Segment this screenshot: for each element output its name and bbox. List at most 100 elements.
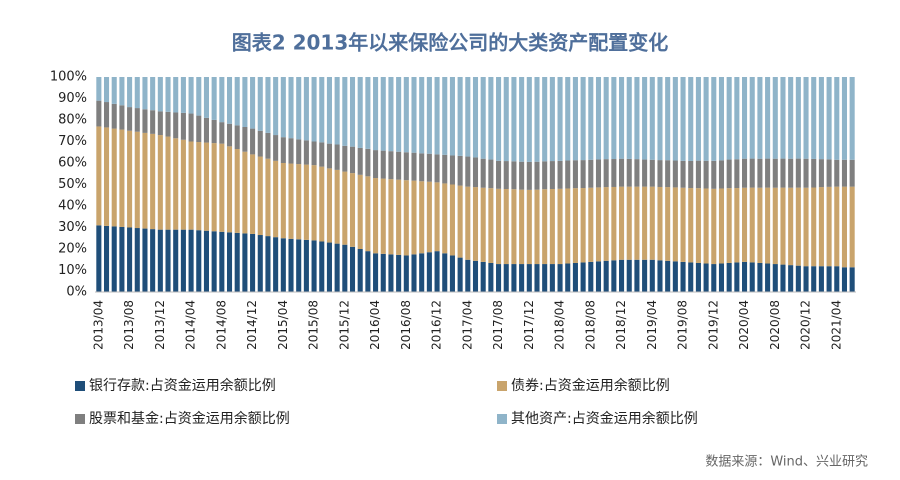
bar-segment [841,186,848,268]
bar-segment [749,262,755,292]
bar-segment [449,155,455,185]
legend-label: 债券:占资金运用余额比例 [511,377,670,394]
bar-segment [226,123,233,147]
bar-segment [257,130,263,157]
bar-segment [150,133,156,230]
bar-segment [150,77,156,111]
bar-segment [449,255,455,292]
bar-segment [257,156,263,236]
bar-segment [557,77,563,161]
bar-segment [795,187,801,266]
bar-segment [396,77,402,152]
bar-segment [265,77,271,133]
bar-segment [303,140,309,165]
bar-segment [480,261,486,292]
bar-segment [488,159,494,189]
bar-segment [380,77,386,151]
bar-segment [365,148,371,177]
bar-segment [595,187,602,262]
bar-segment [472,260,479,292]
bar-segment [357,174,363,249]
bar-segment [526,264,532,292]
bar-segment [634,77,640,160]
bar-segment [234,77,240,126]
bar-segment [134,77,140,109]
bar-segment [234,149,240,233]
bar-segment [388,151,394,180]
bar-segment [603,260,609,292]
bar-segment [657,77,663,161]
bar-segment [273,77,279,136]
bar-segment [342,244,348,292]
bar-segment [419,181,425,254]
bar-segment [449,184,455,256]
x-tick-label: 2019/12 [706,300,720,350]
bar-segment [365,176,371,252]
bar-segment [749,77,755,159]
bar-segment [280,137,286,163]
bar-segment [826,186,832,267]
bar-segment [557,160,563,189]
bar-segment [273,135,279,161]
bar-segment [511,264,517,292]
bar-segment [795,77,801,159]
bar-segment [180,112,186,140]
bar-segment [503,77,509,162]
bar-segment [411,180,417,255]
bar-segment [503,264,509,292]
bar-segment [680,77,686,161]
bar-segment [373,253,379,292]
bar-segment [319,241,325,292]
bar-segment [311,77,317,142]
bar-segment [226,146,233,233]
bar-segment [757,77,763,159]
bar-segment [496,264,502,292]
x-tick-label: 2021/04 [829,300,843,350]
bar-segment [818,159,824,188]
bar-segment [611,186,617,261]
x-tick-label: 2013/08 [122,300,136,350]
bar-segment [226,232,233,292]
bar-segment [226,77,233,124]
bar-segment [519,189,525,265]
bar-segment [142,77,148,110]
bar-segment [365,251,371,292]
bar-segment [157,77,163,112]
bar-segment [173,138,179,230]
bar-segment [173,229,179,292]
bar-segment [572,77,578,161]
bar-segment [419,253,425,292]
bar-segment [565,77,571,161]
bar-segment [388,254,394,292]
bar-segment [695,262,701,292]
bar-segment [649,159,655,187]
x-tick-label: 2017/04 [460,300,474,350]
bar-segment [180,77,186,113]
bar-segment [665,160,671,188]
bar-segment [557,188,563,265]
bar-segment [496,188,502,265]
bar-segment [780,158,786,188]
bar-segment [657,160,663,187]
bar-segment [803,77,809,159]
bar-segment [165,111,171,137]
bar-segment [549,189,555,265]
bar-segment [826,159,832,187]
bar-segment [657,186,663,261]
bar-segment [465,77,471,157]
bar-segment [549,264,555,292]
bar-segment [403,255,409,292]
bar-segment [649,186,655,260]
bar-segment [703,188,709,264]
bar-segment [818,187,824,267]
bar-segment [672,261,678,292]
bar-segment [665,187,671,261]
bar-segment [642,259,648,292]
bar-segment [342,171,348,245]
bar-segment [357,77,363,148]
legend-label: 股票和基金:占资金运用余额比例 [89,410,290,427]
bar-segment [580,160,586,189]
bar-segment [634,159,640,187]
bar-segment [219,77,225,123]
bar-segment [826,266,832,292]
